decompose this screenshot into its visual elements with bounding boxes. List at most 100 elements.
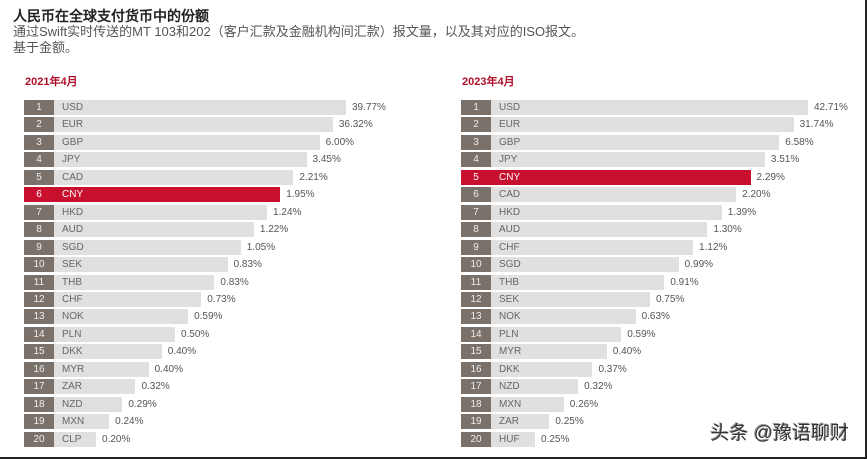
bar-row-mxn: 18 MXN 0.26% (461, 396, 624, 412)
rank-label: 5 (24, 169, 54, 185)
bar-row-gbp: 3 GBP 6.58% (461, 134, 839, 150)
rank-label: 12 (24, 291, 54, 307)
bar: JPY (54, 152, 307, 168)
bar-row-dkk: 16 DKK 0.37% (461, 361, 652, 377)
bar-row-eur: 2 EUR 31.74% (461, 117, 854, 133)
bar-row-sgd: 9 SGD 1.05% (24, 239, 301, 255)
bar: JPY (491, 152, 765, 168)
data-label: 42.71% (814, 102, 848, 113)
rank-label: 11 (461, 274, 491, 290)
bar: AUD (54, 222, 254, 238)
bar: MXN (491, 396, 564, 412)
data-label: 0.24% (115, 416, 144, 428)
data-label: 0.32% (141, 381, 170, 393)
bar: DKK (54, 344, 162, 360)
bar-row-gbp: 3 GBP 6.00% (24, 134, 380, 150)
rank-label: 7 (24, 204, 54, 220)
bar-row-jpy: 4 JPY 3.45% (24, 152, 367, 168)
bar-row-huf: 20 HUF 0.25% (461, 431, 595, 447)
data-label: 0.75% (655, 293, 685, 305)
panel-title-2021: 2021年4月 (25, 76, 78, 88)
bar: NZD (491, 379, 579, 395)
bar-row-hkd: 7 HKD 1.24% (24, 204, 327, 220)
chart-subtitle: 通过Swift实时传送的MT 103和202（客户汇款及金融机构间汇款）报文量，… (13, 24, 653, 56)
bar: CNY (491, 169, 751, 185)
bar-row-cny: 6 CNY 1.95% (24, 187, 340, 203)
rank-label: 8 (24, 222, 54, 238)
rank-label: 8 (461, 222, 491, 238)
bar: SGD (54, 239, 241, 255)
rank-label: 9 (24, 239, 54, 255)
data-label: 0.50% (180, 328, 210, 340)
bar-row-eur: 2 EUR 36.32% (24, 117, 393, 133)
bar-row-usd: 1 USD 42.71% (461, 100, 867, 115)
bar-row-cad: 5 CAD 2.21% (24, 169, 353, 185)
rank-label: 19 (461, 414, 491, 430)
rank-label: 10 (461, 257, 491, 273)
bar-row-aud: 8 AUD 1.30% (461, 222, 767, 238)
rank-label: 4 (24, 152, 54, 168)
bar-row-cny: 5 CNY 2.29% (461, 169, 811, 185)
bar-row-zar: 17 ZAR 0.32% (24, 379, 195, 395)
bar-row-myr: 16 MYR 0.40% (24, 361, 209, 377)
rank-label: 2 (24, 117, 54, 133)
bar-row-chf: 9 CHF 1.12% (461, 239, 753, 255)
data-label: 2.20% (742, 189, 771, 201)
data-label: 0.83% (233, 259, 262, 271)
rank-label: 18 (461, 396, 491, 412)
bar-row-sek: 12 SEK 0.75% (461, 291, 710, 307)
rank-label: 17 (461, 379, 491, 395)
panel-title-2023: 2023年4月 (462, 76, 515, 88)
rank-label: 13 (24, 309, 54, 325)
rank-label: 13 (461, 309, 491, 325)
bar-row-sek: 10 SEK 0.83% (24, 257, 288, 273)
data-label: 0.32% (584, 381, 613, 393)
bar: GBP (491, 134, 780, 150)
bar: PLN (54, 326, 175, 342)
data-label: 1.30% (713, 224, 742, 236)
data-label: 6.58% (785, 136, 814, 148)
data-label: 1.12% (699, 241, 728, 253)
bar-row-nzd: 17 NZD 0.32% (461, 379, 638, 395)
data-label: 0.25% (541, 433, 570, 445)
bar: USD (491, 100, 808, 115)
rank-label: 10 (24, 257, 54, 273)
rank-label: 2 (461, 117, 491, 133)
rank-label: 7 (461, 204, 491, 220)
rank-label: 1 (461, 100, 491, 115)
rank-label: 20 (24, 431, 54, 447)
rank-label: 12 (461, 291, 491, 307)
bar: MYR (491, 344, 607, 360)
bar: CHF (491, 239, 694, 255)
watermark: 头条 @豫语聊财 (710, 423, 849, 444)
rank-label: 16 (461, 361, 491, 377)
data-label: 3.51% (770, 154, 800, 166)
bar: NOK (54, 309, 189, 325)
data-label: 0.25% (555, 416, 584, 428)
data-label: 3.45% (312, 154, 341, 166)
bar: EUR (491, 117, 794, 133)
bar: CAD (491, 187, 737, 203)
data-label: 0.29% (128, 398, 157, 410)
bar-row-nok: 13 NOK 0.59% (24, 309, 248, 325)
bar: ZAR (54, 379, 136, 395)
bar: ZAR (491, 414, 550, 430)
bar-row-hkd: 7 HKD 1.39% (461, 204, 782, 220)
bar-row-mxn: 19 MXN 0.24% (24, 414, 169, 430)
rank-label: 6 (24, 187, 54, 203)
data-label: 2.29% (756, 171, 785, 183)
rank-label: 16 (24, 361, 54, 377)
bar: CNY (54, 187, 281, 203)
data-label: 0.26% (569, 398, 599, 410)
data-label: 31.74% (799, 119, 834, 131)
data-label: 39.77% (352, 102, 386, 113)
data-label: 1.95% (286, 189, 315, 201)
data-label: 6.00% (325, 136, 355, 148)
bar: CAD (54, 169, 294, 185)
bar-row-dkk: 15 DKK 0.40% (24, 344, 222, 360)
chart-title: 人民币在全球支付货币中的份额 (13, 8, 209, 24)
data-label: 0.83% (220, 276, 249, 288)
rank-label: 9 (461, 239, 491, 255)
bar: MYR (54, 361, 149, 377)
